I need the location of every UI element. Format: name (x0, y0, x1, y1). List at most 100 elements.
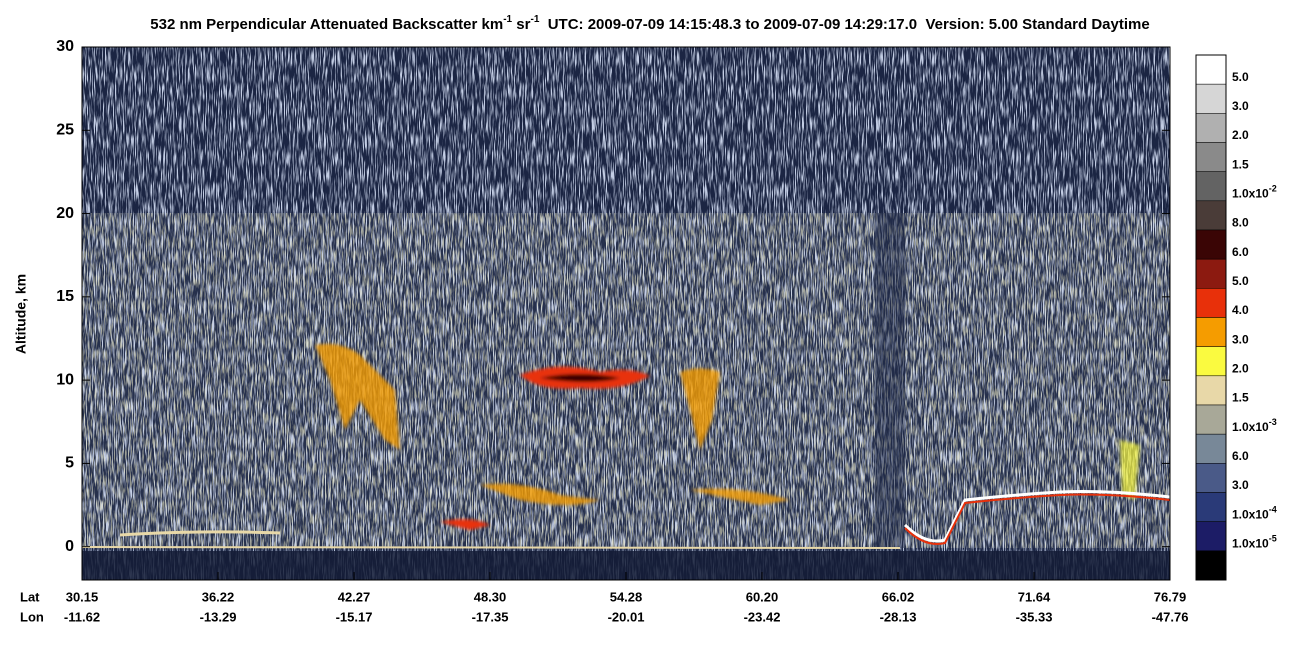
cloud (440, 519, 490, 530)
colorbar-label-text: 4.0 (1232, 303, 1249, 317)
cloud (480, 483, 600, 505)
colorbar-swatch (1195, 521, 1227, 552)
colorbar-swatch (1195, 492, 1227, 522)
colorbar-label-exponent: -4 (1269, 505, 1277, 515)
cloud (540, 374, 620, 382)
colorbar-label-text: 1.0x10 (1232, 187, 1269, 201)
cloud (1120, 440, 1140, 500)
colorbar-swatch (1195, 317, 1227, 347)
colorbar-label-exponent: -3 (1269, 417, 1277, 427)
y-tick-label: 20 (56, 205, 74, 222)
colorbar-swatch (1195, 200, 1227, 231)
clouds (315, 343, 1140, 530)
surface-return (119, 530, 281, 537)
colorbar-label: 6.0 (1232, 245, 1249, 259)
cloud (690, 488, 790, 505)
y-tick-label: 5 (65, 455, 74, 472)
colorbar-label-text: 6.0 (1232, 245, 1249, 259)
colorbar-label-text: 1.5 (1232, 157, 1249, 171)
colorbar-label-text: 5.0 (1232, 274, 1249, 288)
surface-return (903, 490, 1170, 543)
colorbar-label-text: 1.5 (1232, 391, 1249, 405)
x-tick-label: 60.20 (746, 589, 779, 604)
x-tick-label: -47.76 (1152, 609, 1189, 624)
colorbar-label-text: 3.0 (1232, 99, 1249, 113)
colorbar-label-text: 1.0x10 (1232, 420, 1269, 434)
colorbar-label-text: 3.0 (1232, 478, 1249, 492)
x-tick-label: -28.13 (880, 609, 917, 624)
x-tick-label: 54.28 (610, 589, 643, 604)
x-tick-label: -13.29 (200, 609, 237, 624)
y-tick-label: 25 (56, 122, 74, 139)
colorbar-label: 1.0x10-3 (1232, 417, 1277, 434)
colorbar-label: 3.0 (1232, 478, 1249, 492)
colorbar-label-text: 6.0 (1232, 449, 1249, 463)
colorbar-label-exponent: -2 (1269, 184, 1277, 194)
x-tick-label: 48.30 (474, 589, 507, 604)
x-row-label: Lon (20, 609, 44, 624)
y-axis-label: Altitude, km (13, 274, 29, 354)
colorbar-label: 3.0 (1232, 332, 1249, 346)
x-tick-label: -17.35 (472, 609, 509, 624)
title-part: 532 nm Perpendicular Attenuated Backscat… (150, 16, 503, 33)
x-tick-label: -15.17 (336, 609, 373, 624)
colorbar-swatch (1195, 463, 1227, 493)
x-tick-label: 42.27 (338, 589, 371, 604)
cloud (315, 343, 400, 450)
x-tick-label: 76.79 (1154, 589, 1187, 604)
colorbar-label: 1.5 (1232, 391, 1249, 405)
cloud (680, 368, 720, 450)
x-tick-label: 36.22 (202, 589, 235, 604)
colorbar-label: 2.0 (1232, 128, 1249, 142)
x-tick-label: -20.01 (608, 609, 645, 624)
colorbar-swatch (1195, 550, 1227, 581)
colorbar-label-text: 1.0x10 (1232, 507, 1269, 521)
colorbar-label-text: 8.0 (1232, 216, 1249, 230)
colorbar-label: 1.0x10-4 (1232, 505, 1277, 522)
colorbar-label: 5.0 (1232, 274, 1249, 288)
title-superscript: -1 (503, 14, 512, 25)
y-tick-label: 10 (56, 371, 74, 388)
x-tick-label: 30.15 (66, 589, 99, 604)
colorbar-label: 2.0 (1232, 362, 1249, 376)
colorbar-label: 1.0x10-2 (1232, 184, 1277, 201)
backscatter-image (82, 47, 1170, 580)
title-part: sr (512, 16, 531, 33)
x-tick-label: 66.02 (882, 589, 915, 604)
dark-band (875, 213, 905, 548)
colorbar-swatch (1195, 346, 1227, 377)
colorbar-swatch (1195, 404, 1227, 435)
colorbar-label-text: 3.0 (1232, 332, 1249, 346)
colorbar-label: 1.0x10-5 (1232, 534, 1277, 551)
x-tick-label: -11.62 (64, 609, 100, 624)
colorbar-label-text: 2.0 (1232, 362, 1249, 376)
chart-title: 532 nm Perpendicular Attenuated Backscat… (150, 14, 1149, 33)
colorbar-swatch (1195, 113, 1227, 143)
colorbar-label-text: 2.0 (1232, 128, 1249, 142)
colorbar-frame (1195, 54, 1227, 581)
colorbar-swatch (1195, 83, 1227, 114)
colorbar-swatch (1195, 375, 1227, 406)
colorbar-swatch (1195, 229, 1227, 260)
colorbar-label: 8.0 (1232, 216, 1249, 230)
colorbar-label: 1.5 (1232, 157, 1249, 171)
y-tick-label: 0 (65, 538, 74, 555)
y-tick-label: 15 (56, 288, 74, 305)
colorbar-swatch (1195, 433, 1227, 464)
colorbar-swatch (1195, 54, 1227, 85)
colorbar-swatch (1195, 288, 1227, 318)
colorbar-swatch (1195, 258, 1227, 289)
y-tick-label: 30 (56, 38, 74, 55)
x-tick-label: -35.33 (1016, 609, 1053, 624)
colorbar-label: 3.0 (1232, 99, 1249, 113)
title-part: UTC: 2009-07-09 14:15:48.3 to 2009-07-09… (539, 16, 1149, 33)
colorbar-label-text: 1.0x10 (1232, 537, 1269, 551)
colorbar-label-exponent: -5 (1269, 534, 1277, 544)
title-superscript: -1 (530, 14, 539, 25)
colorbar-swatch (1195, 142, 1227, 172)
x-tick-label: -23.42 (744, 609, 781, 624)
colorbar-label: 5.0 (1232, 70, 1249, 84)
colorbar-label: 4.0 (1232, 303, 1249, 317)
colorbar-label: 6.0 (1232, 449, 1249, 463)
